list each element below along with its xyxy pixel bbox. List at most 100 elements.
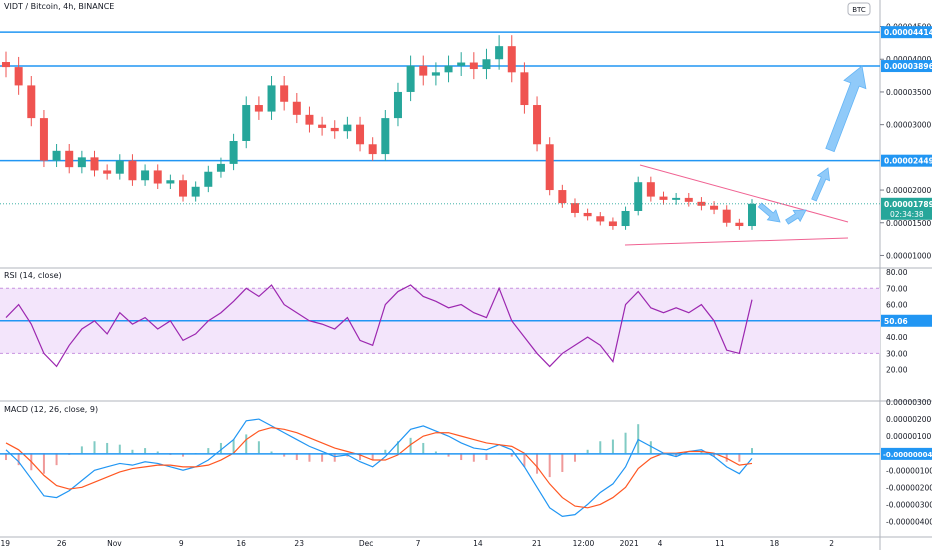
macd-histogram-bar — [637, 424, 640, 454]
macd-histogram-bar — [409, 437, 412, 454]
macd-tick-label: 0.00000100 — [886, 432, 932, 441]
macd-histogram-bar — [611, 439, 614, 454]
macd-histogram-bar — [472, 453, 475, 462]
candle-body — [191, 186, 200, 197]
macd-histogram-bar — [106, 442, 109, 454]
macd-histogram-bar — [624, 432, 627, 454]
macd-histogram-bar — [649, 441, 652, 454]
price-tick-label: 0.00002000 — [886, 186, 932, 195]
price-tick-label: 0.00003500 — [886, 88, 932, 97]
time-axis-label: 11 — [715, 539, 725, 548]
candle-body — [330, 127, 339, 132]
macd-histogram-bar — [523, 453, 526, 467]
candle-body — [179, 180, 188, 197]
candle-body — [141, 170, 150, 181]
candle-body — [419, 65, 428, 76]
candle-body — [39, 118, 48, 161]
macd-level-tag — [881, 447, 932, 460]
time-axis-label: 26 — [57, 539, 67, 548]
time-axis-label: 19 — [1, 539, 11, 548]
level-price-tag — [881, 26, 932, 39]
candle-body — [292, 101, 301, 115]
candle-body — [558, 190, 567, 204]
price-tick-label: 0.00001000 — [886, 251, 932, 260]
candle-body — [507, 46, 516, 73]
price-tick-label: 0.00001500 — [886, 219, 932, 228]
macd-histogram-bar — [257, 441, 260, 454]
macd-histogram-bar — [333, 453, 336, 462]
rsi-level-tag — [881, 314, 932, 327]
candle-body — [343, 124, 352, 132]
candle-body — [646, 182, 655, 197]
time-axis-label: 21 — [532, 539, 542, 548]
macd-panel — [0, 418, 880, 517]
candle-body — [672, 197, 681, 200]
time-axis-label: 2021 — [620, 539, 639, 548]
macd-histogram-bar — [156, 451, 159, 454]
candle-body — [305, 114, 314, 125]
rsi-line — [5, 284, 753, 368]
macd-tick-label: -0.00000400 — [886, 517, 932, 526]
time-axis-label: 14 — [473, 539, 483, 548]
signal-line — [5, 426, 753, 509]
candle-body — [748, 203, 756, 227]
macd-histogram-bar — [232, 439, 235, 454]
candle-body — [318, 124, 327, 128]
time-axis-label: Nov — [107, 539, 122, 548]
macd-histogram-bar — [219, 442, 222, 454]
macd-histogram-bar — [270, 451, 273, 454]
macd-histogram-bar — [751, 448, 753, 454]
candle-body — [469, 62, 478, 70]
candle-body — [90, 157, 99, 171]
macd-histogram-bar — [144, 448, 147, 454]
last-price-tag — [881, 197, 932, 220]
rsi-level-label: 50.06 — [884, 317, 908, 326]
candle-body — [735, 222, 744, 227]
macd-histogram-bar — [700, 451, 703, 454]
triangle-upper-line — [639, 164, 849, 223]
macd-histogram-bar — [573, 453, 576, 462]
candle-body — [621, 210, 630, 227]
candle-body — [722, 209, 731, 223]
macd-histogram-bar — [384, 449, 387, 454]
candle-body — [128, 160, 137, 181]
candle-body — [267, 85, 276, 112]
candle-body — [204, 171, 213, 187]
macd-histogram-bar — [586, 449, 589, 454]
macd-histogram-bar — [536, 453, 539, 474]
candle-body — [495, 46, 504, 60]
time-axis-label: 12:00 — [573, 539, 595, 548]
candle-body — [216, 163, 225, 172]
price-tick-label: 0.00003000 — [886, 121, 932, 130]
level-price-label: 0.00003896 — [884, 62, 932, 71]
forecast-arrow-down — [757, 202, 781, 223]
time-axis-label: 7 — [416, 539, 421, 548]
candle-body — [52, 150, 61, 161]
macd-histogram-bar — [359, 453, 362, 461]
candle-body — [368, 144, 377, 155]
time-axis-label: 4 — [658, 539, 663, 548]
candle-body — [444, 65, 453, 73]
macd-histogram-bar — [599, 441, 602, 454]
macd-histogram-bar — [396, 441, 399, 454]
currency-button[interactable]: BTC — [847, 2, 871, 16]
countdown-label: 02:34:38 — [890, 210, 924, 219]
candle-body — [431, 72, 440, 76]
candle-body — [254, 105, 263, 112]
macd-histogram-bar — [93, 441, 96, 454]
macd-histogram-bar — [675, 453, 678, 457]
candle-body — [710, 205, 719, 210]
macd-histogram-bar — [460, 453, 463, 461]
candle-body — [482, 59, 491, 70]
candle-body — [65, 150, 74, 168]
time-axis-label: 9 — [179, 539, 184, 548]
macd-tick-label: -0.00000200 — [886, 483, 932, 492]
candle-body — [115, 160, 124, 174]
macd-tick-label: -0.00000300 — [886, 500, 932, 509]
macd-histogram-bar — [295, 453, 298, 461]
level-price-tag — [881, 154, 932, 167]
macd-level-label: -0.00000004 — [883, 451, 932, 459]
